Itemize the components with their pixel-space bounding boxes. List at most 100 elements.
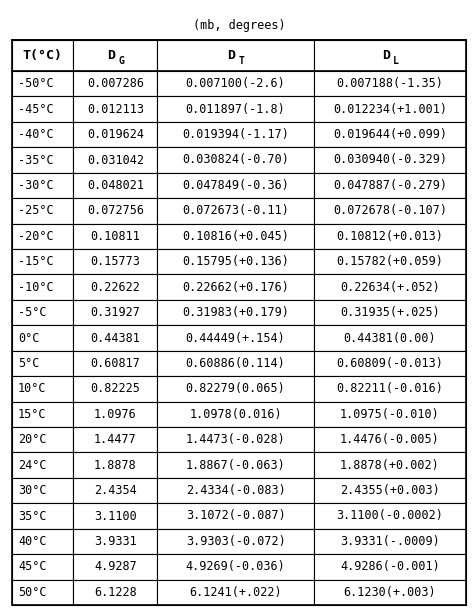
Bar	[12, 97, 73, 122]
Text: 0.007188(-1.35): 0.007188(-1.35)	[337, 77, 443, 90]
Bar	[12, 198, 73, 224]
Bar	[157, 147, 314, 173]
Text: -50°C: -50°C	[18, 77, 54, 90]
Text: 35°C: 35°C	[18, 510, 46, 522]
Bar	[73, 173, 157, 198]
Text: 45°C: 45°C	[18, 560, 46, 573]
Text: -30°C: -30°C	[18, 179, 54, 192]
Text: 5°C: 5°C	[18, 357, 39, 370]
Bar	[12, 71, 73, 97]
Bar	[314, 503, 466, 529]
Text: 0.10811: 0.10811	[91, 230, 140, 243]
Bar	[73, 71, 157, 97]
Text: 0.22622: 0.22622	[91, 280, 140, 294]
Text: -20°C: -20°C	[18, 230, 54, 243]
Text: -25°C: -25°C	[18, 204, 54, 218]
Text: 0.019644(+0.099): 0.019644(+0.099)	[333, 128, 447, 141]
Text: 3.1100: 3.1100	[94, 510, 137, 522]
Bar	[314, 224, 466, 249]
Bar	[157, 224, 314, 249]
Bar	[157, 503, 314, 529]
Bar	[12, 503, 73, 529]
Bar	[73, 274, 157, 300]
Text: (mb, degrees): (mb, degrees)	[193, 20, 285, 32]
Bar	[12, 452, 73, 478]
Text: 3.9303(-0.072): 3.9303(-0.072)	[186, 535, 285, 548]
Text: 0.22662(+0.176): 0.22662(+0.176)	[182, 280, 289, 294]
Bar	[73, 300, 157, 325]
Bar	[73, 97, 157, 122]
Bar	[12, 173, 73, 198]
Bar	[12, 478, 73, 503]
Text: -5°C: -5°C	[18, 306, 46, 319]
Text: 15°C: 15°C	[18, 408, 46, 421]
Bar	[314, 40, 466, 71]
Bar	[12, 401, 73, 427]
Bar	[157, 325, 314, 351]
Text: 0.82225: 0.82225	[91, 382, 140, 395]
Bar	[157, 351, 314, 376]
Bar	[73, 554, 157, 580]
Text: 3.9331(-.0009): 3.9331(-.0009)	[340, 535, 440, 548]
Text: 3.9331: 3.9331	[94, 535, 137, 548]
Text: 24°C: 24°C	[18, 459, 46, 472]
Bar	[73, 325, 157, 351]
Text: -35°C: -35°C	[18, 153, 54, 167]
Text: 3.1072(-0.087): 3.1072(-0.087)	[186, 510, 285, 522]
Bar	[314, 427, 466, 452]
Text: 0.030824(-0.70): 0.030824(-0.70)	[182, 153, 289, 167]
Text: 0°C: 0°C	[18, 332, 39, 345]
Text: 0.007286: 0.007286	[87, 77, 144, 90]
Bar	[157, 198, 314, 224]
Bar	[73, 503, 157, 529]
Bar	[73, 40, 157, 71]
Text: 0.60817: 0.60817	[91, 357, 140, 370]
Text: 1.0978(0.016): 1.0978(0.016)	[189, 408, 282, 421]
Bar	[12, 529, 73, 554]
Bar	[157, 401, 314, 427]
Bar	[12, 554, 73, 580]
Bar	[314, 198, 466, 224]
Text: 0.031042: 0.031042	[87, 153, 144, 167]
Bar	[12, 376, 73, 401]
Bar	[314, 122, 466, 147]
Text: 0.15782(+0.059): 0.15782(+0.059)	[337, 255, 443, 268]
Bar	[73, 147, 157, 173]
Bar	[157, 173, 314, 198]
Text: G: G	[118, 56, 124, 67]
Bar	[314, 554, 466, 580]
Text: 40°C: 40°C	[18, 535, 46, 548]
Text: 4.9286(-0.001): 4.9286(-0.001)	[340, 560, 440, 573]
Text: 0.22634(+.052): 0.22634(+.052)	[340, 280, 440, 294]
Text: 1.8878(+0.002): 1.8878(+0.002)	[340, 459, 440, 472]
Text: 0.31935(+.025): 0.31935(+.025)	[340, 306, 440, 319]
Text: 0.10816(+0.045): 0.10816(+0.045)	[182, 230, 289, 243]
Bar	[12, 224, 73, 249]
Text: 20°C: 20°C	[18, 433, 46, 446]
Bar	[12, 351, 73, 376]
Bar	[73, 452, 157, 478]
Text: 0.60809(-0.013): 0.60809(-0.013)	[337, 357, 443, 370]
Bar	[314, 452, 466, 478]
Text: 0.047887(-0.279): 0.047887(-0.279)	[333, 179, 447, 192]
Text: 0.007100(-2.6): 0.007100(-2.6)	[186, 77, 285, 90]
Bar	[73, 249, 157, 274]
Text: 0.012234(+1.001): 0.012234(+1.001)	[333, 103, 447, 115]
Bar	[12, 147, 73, 173]
Bar	[157, 554, 314, 580]
Text: 30°C: 30°C	[18, 484, 46, 497]
Text: 0.44381(0.00): 0.44381(0.00)	[344, 332, 436, 345]
Bar	[314, 97, 466, 122]
Bar	[157, 452, 314, 478]
Text: 0.15773: 0.15773	[91, 255, 140, 268]
Bar	[314, 351, 466, 376]
Text: -40°C: -40°C	[18, 128, 54, 141]
Text: 4.9269(-0.036): 4.9269(-0.036)	[186, 560, 285, 573]
Bar	[314, 401, 466, 427]
Bar	[12, 580, 73, 605]
Text: 0.072756: 0.072756	[87, 204, 144, 218]
Bar	[157, 529, 314, 554]
Bar	[314, 249, 466, 274]
Bar	[314, 173, 466, 198]
Text: 0.011897(-1.8): 0.011897(-1.8)	[186, 103, 285, 115]
